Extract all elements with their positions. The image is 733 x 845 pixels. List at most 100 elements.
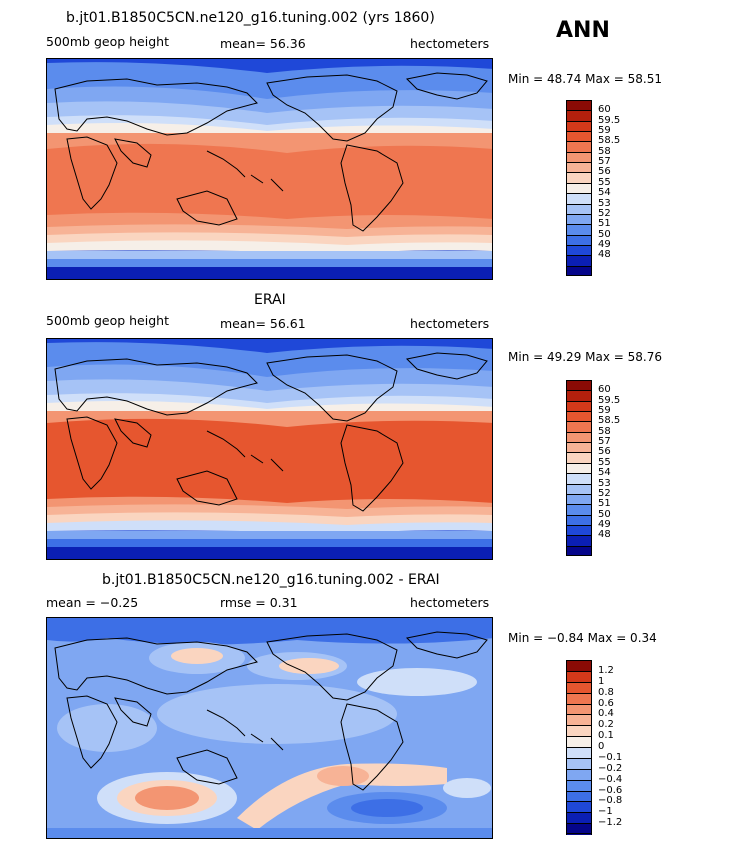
colorbar-label: 58.5 bbox=[598, 415, 621, 427]
colorbar-label: −1.2 bbox=[598, 817, 623, 829]
colorbar-label: 50 bbox=[598, 228, 611, 240]
colorbar-swatch bbox=[566, 703, 592, 715]
colorbar-swatch bbox=[566, 110, 592, 122]
colorbar-swatch bbox=[566, 790, 592, 802]
panel-3-map bbox=[46, 617, 493, 839]
panel-1-field-label: 500mb geop height bbox=[46, 34, 169, 49]
colorbar-label: 58 bbox=[598, 145, 611, 157]
colorbar-swatch bbox=[566, 736, 592, 748]
colorbar-label: 54 bbox=[598, 467, 611, 479]
colorbar-swatch bbox=[566, 483, 592, 495]
colorbar-swatch bbox=[566, 265, 592, 277]
panel-1-map-svg bbox=[47, 59, 492, 279]
colorbar-swatch bbox=[566, 131, 592, 142]
colorbar-label: 52 bbox=[598, 487, 611, 499]
colorbar-swatch bbox=[566, 504, 592, 516]
panel-3-colorbar bbox=[566, 660, 592, 835]
panel-3-mean: mean = −0.25 bbox=[46, 595, 139, 610]
panel-2-field-label: 500mb geop height bbox=[46, 313, 169, 328]
colorbar-swatch bbox=[566, 473, 592, 485]
colorbar-swatch bbox=[566, 255, 592, 267]
colorbar-label: 55 bbox=[598, 456, 611, 468]
colorbar-swatch bbox=[566, 120, 592, 132]
panel-2-minmax: Min = 49.29 Max = 58.76 bbox=[508, 350, 662, 364]
colorbar-label: 48 bbox=[598, 249, 611, 261]
colorbar-swatch bbox=[566, 421, 592, 433]
colorbar-swatch bbox=[566, 390, 592, 402]
panel-3-rmse: rmse = 0.31 bbox=[220, 595, 298, 610]
colorbar-label: 0.6 bbox=[598, 697, 614, 709]
panel-1-colorbar bbox=[566, 100, 592, 277]
colorbar-label: 54 bbox=[598, 187, 611, 199]
colorbar-label: 0 bbox=[598, 741, 605, 752]
panel-2-mean: mean= 56.61 bbox=[220, 316, 306, 331]
colorbar-swatch bbox=[566, 380, 592, 391]
colorbar-swatch bbox=[566, 400, 592, 412]
panel-1-mean: mean= 56.36 bbox=[220, 36, 306, 51]
colorbar-label: −0.4 bbox=[598, 773, 623, 785]
colorbar-swatch bbox=[566, 193, 592, 205]
colorbar-swatch bbox=[566, 670, 592, 683]
colorbar-swatch bbox=[566, 692, 592, 704]
panel-3-map-svg bbox=[47, 618, 492, 838]
colorbar-swatch bbox=[566, 757, 592, 770]
colorbar-swatch bbox=[566, 493, 592, 505]
colorbar-label: 60 bbox=[598, 104, 611, 116]
colorbar-swatch bbox=[566, 714, 592, 726]
colorbar-label: 56 bbox=[598, 166, 611, 178]
colorbar-swatch bbox=[566, 411, 592, 422]
colorbar-swatch bbox=[566, 514, 592, 526]
colorbar-swatch bbox=[566, 462, 592, 474]
panel-1-minmax: Min = 48.74 Max = 58.51 bbox=[508, 72, 662, 86]
colorbar-label: −0.8 bbox=[598, 795, 623, 807]
colorbar-label: 50 bbox=[598, 508, 611, 520]
panel-3-title: b.jt01.B1850C5CN.ne120_g16.tuning.002 - … bbox=[102, 572, 440, 588]
panel-2-colorbar bbox=[566, 380, 592, 557]
colorbar-swatch bbox=[566, 203, 592, 215]
colorbar-label: 52 bbox=[598, 207, 611, 219]
colorbar-swatch bbox=[566, 535, 592, 547]
colorbar-swatch bbox=[566, 182, 592, 194]
colorbar-swatch bbox=[566, 213, 592, 225]
colorbar-label: 58.5 bbox=[598, 135, 621, 147]
colorbar-swatch bbox=[566, 545, 592, 557]
colorbar-label: 48 bbox=[598, 529, 611, 541]
colorbar-label: 51 bbox=[598, 218, 611, 230]
colorbar-swatch bbox=[566, 431, 592, 443]
colorbar-swatch bbox=[566, 244, 592, 256]
colorbar-label: 59 bbox=[598, 405, 611, 417]
colorbar-swatch bbox=[566, 224, 592, 236]
colorbar-swatch bbox=[566, 801, 592, 813]
colorbar-label: 57 bbox=[598, 436, 611, 448]
colorbar-swatch bbox=[566, 100, 592, 111]
colorbar-label: 1 bbox=[598, 675, 605, 687]
panel-2-units: hectometers bbox=[410, 316, 490, 331]
colorbar-swatch bbox=[566, 151, 592, 163]
colorbar-label: −0.2 bbox=[598, 762, 623, 774]
colorbar-label: 59.5 bbox=[598, 394, 621, 406]
panel-3-units: hectometers bbox=[410, 595, 490, 610]
colorbar-label: 56 bbox=[598, 446, 611, 458]
colorbar-swatch bbox=[566, 812, 592, 824]
colorbar-swatch bbox=[566, 172, 592, 184]
colorbar-swatch bbox=[566, 823, 592, 835]
panel-2-title: ERAI bbox=[254, 292, 286, 308]
colorbar-label: 1.2 bbox=[598, 664, 614, 676]
colorbar-swatch bbox=[566, 725, 592, 737]
panel-3-minmax: Min = −0.84 Max = 0.34 bbox=[508, 631, 657, 645]
colorbar-label: −0.6 bbox=[598, 784, 623, 796]
colorbar-swatch bbox=[566, 779, 592, 791]
season-label: ANN bbox=[556, 18, 610, 43]
colorbar-label: −1 bbox=[598, 806, 613, 818]
panel-2-map-svg bbox=[47, 339, 492, 559]
colorbar-swatch bbox=[566, 452, 592, 464]
colorbar-label: 0.2 bbox=[598, 719, 614, 731]
colorbar-label: 51 bbox=[598, 498, 611, 510]
colorbar-label: 60 bbox=[598, 384, 611, 396]
colorbar-label: 0.4 bbox=[598, 708, 614, 720]
colorbar-label: −0.1 bbox=[598, 751, 623, 763]
colorbar-swatch bbox=[566, 768, 592, 781]
colorbar-label: 57 bbox=[598, 156, 611, 168]
colorbar-swatch bbox=[566, 234, 592, 246]
colorbar-swatch bbox=[566, 141, 592, 153]
